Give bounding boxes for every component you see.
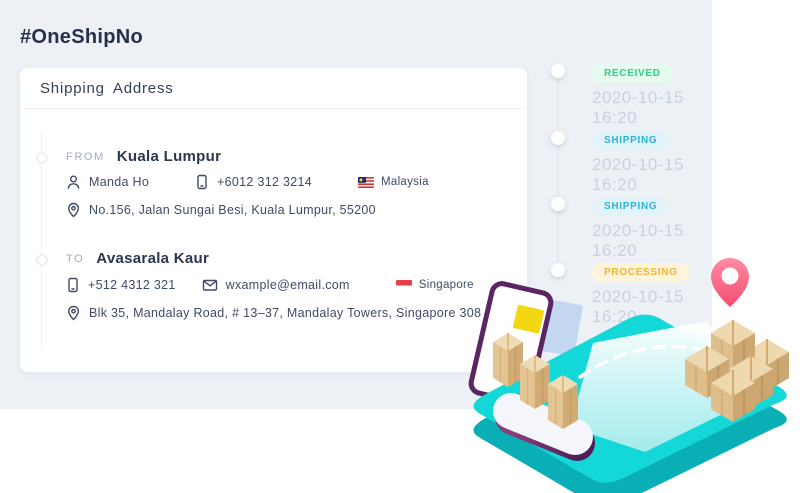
timeline-dot xyxy=(551,131,565,145)
location-pin-icon xyxy=(66,202,81,218)
from-title-row: FROM Kuala Lumpur xyxy=(66,148,221,165)
event-timestamp: 2020-10-15 16:20 xyxy=(592,221,684,260)
timeline-event-received: RECEIVED 2020-10-15 16:20 xyxy=(592,63,722,128)
event-timestamp: 2020-10-15 16:20 xyxy=(592,155,684,194)
page-title: #OneShipNo xyxy=(20,26,144,48)
from-contact-row: Manda Ho +6012 312 3214 Malaysia xyxy=(66,174,429,190)
to-email: wxample@email.com xyxy=(225,278,350,292)
from-label: FROM xyxy=(66,150,105,163)
status-badge: PROCESSING xyxy=(592,263,690,282)
from-address-row: No.156, Jalan Sungai Besi, Kuala Lumpur,… xyxy=(66,202,376,218)
yellow-tag xyxy=(513,304,544,334)
person-icon xyxy=(66,174,81,190)
timeline-dot xyxy=(551,263,565,277)
conveyor xyxy=(493,393,595,461)
map-pin-icon xyxy=(711,258,749,307)
to-phone: +512 4312 321 xyxy=(88,278,176,292)
to-name: Avasarala Kaur xyxy=(96,250,210,267)
dashed-route xyxy=(578,344,709,379)
timeline-line xyxy=(557,74,559,272)
to-address: Blk 35, Mandalay Road, # 13–37, Mandalay… xyxy=(89,306,482,320)
from-address: No.156, Jalan Sungai Besi, Kuala Lumpur,… xyxy=(89,203,376,217)
malaysia-flag xyxy=(358,176,374,188)
timeline-dot xyxy=(551,197,565,211)
singapore-flag xyxy=(395,279,412,291)
timeline-dot xyxy=(551,64,565,78)
from-marker-dot xyxy=(36,152,48,164)
to-address-row: Blk 35, Mandalay Road, # 13–37, Mandalay… xyxy=(66,305,481,321)
to-contact-row: +512 4312 321 wxample@email.com Singapor… xyxy=(66,277,474,293)
to-marker-dot xyxy=(36,254,48,266)
from-contact-name: Manda Ho xyxy=(89,175,150,189)
shipment-illustration xyxy=(468,258,790,493)
timeline-event-shipping: SHIPPING 2020-10-15 16:20 xyxy=(592,196,722,261)
mobile-phone-icon xyxy=(66,277,80,293)
status-badge: SHIPPING xyxy=(592,197,670,216)
status-badge: SHIPPING xyxy=(592,131,670,150)
from-phone: +6012 312 3214 xyxy=(217,175,312,189)
status-badge: RECEIVED xyxy=(592,64,673,83)
from-city: Kuala Lumpur xyxy=(116,148,222,165)
location-pin-icon xyxy=(66,305,81,321)
timeline-event-shipping: SHIPPING 2020-10-15 16:20 xyxy=(592,130,722,195)
card-header: Shipping Address xyxy=(40,80,174,97)
shipping-address-card: Shipping Address FROM Kuala Lumpur Manda… xyxy=(20,68,527,372)
route-guide-line xyxy=(41,132,42,350)
to-title-row: TO Avasarala Kaur xyxy=(66,250,209,267)
envelope-icon xyxy=(202,278,218,292)
event-timestamp: 2020-10-15 16:20 xyxy=(592,88,684,127)
card-divider xyxy=(20,108,527,109)
to-label: TO xyxy=(66,252,85,265)
to-country: Singapore xyxy=(418,279,474,291)
from-country: Malaysia xyxy=(381,176,429,188)
mobile-phone-icon xyxy=(195,174,209,190)
